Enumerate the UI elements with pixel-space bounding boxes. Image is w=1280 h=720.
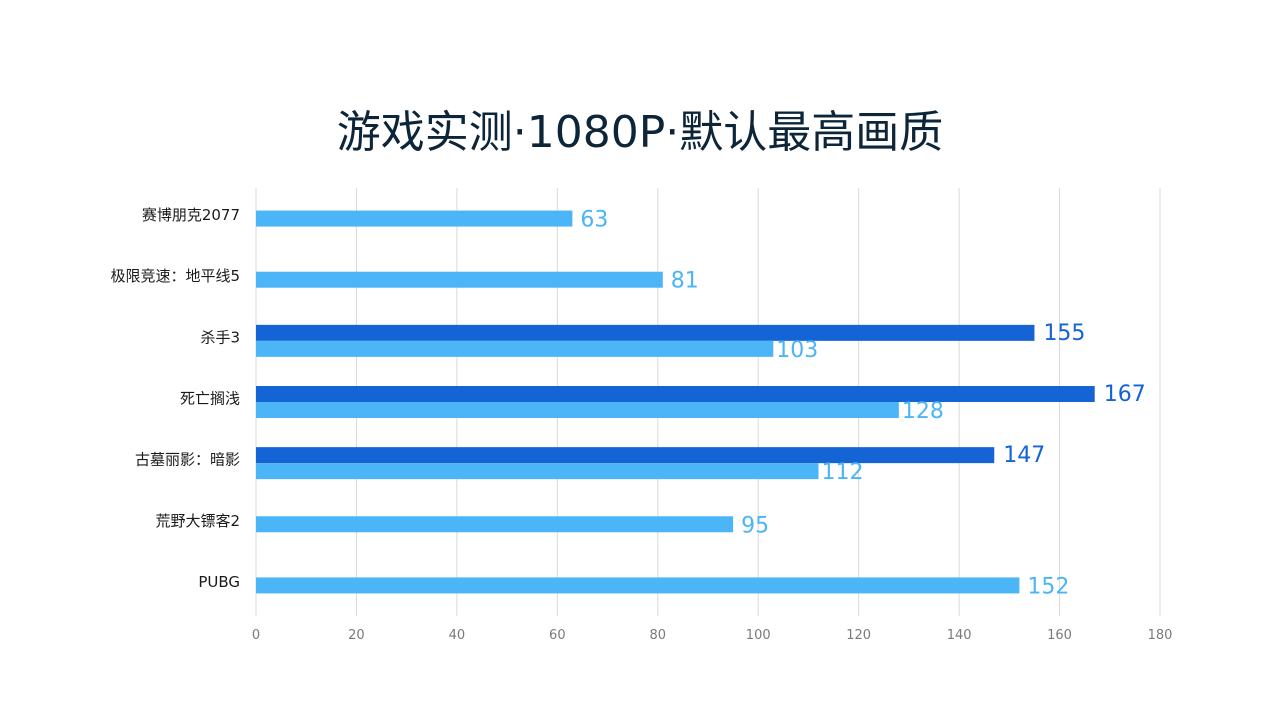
x-tick-label-20: 20 xyxy=(348,628,365,643)
page-title: 游戏实测·1080P·默认最高画质 xyxy=(336,107,944,158)
category-label: 杀手3 xyxy=(200,328,240,346)
x-tick-label-140: 140 xyxy=(947,628,972,643)
x-tick-label-160: 160 xyxy=(1047,628,1072,643)
x-tick-label-80: 80 xyxy=(650,628,667,643)
category-label: 极限竞速：地平线5 xyxy=(110,267,240,285)
x-tick-label-40: 40 xyxy=(449,628,466,643)
x-tick-label-0: 0 xyxy=(252,628,260,643)
x-tick-label-120: 120 xyxy=(846,628,871,643)
data-label-dark: 167 xyxy=(1104,382,1146,407)
category-label: 赛博朋克2077 xyxy=(142,206,240,224)
category-label: 古墓丽影：暗影 xyxy=(135,451,240,469)
x-tick-label-180: 180 xyxy=(1148,628,1173,643)
bar-dark-2 xyxy=(256,324,1035,341)
bar-light-1 xyxy=(256,271,663,288)
x-tick-label-60: 60 xyxy=(549,628,566,643)
bar-light-4 xyxy=(256,463,819,480)
bar-light-2 xyxy=(256,340,774,357)
data-label-light: 81 xyxy=(671,269,699,294)
data-label-light: 103 xyxy=(776,338,818,363)
bar-light-0 xyxy=(256,210,573,227)
data-label-dark: 147 xyxy=(1003,443,1045,468)
bar-light-3 xyxy=(256,402,899,418)
x-tick-label-100: 100 xyxy=(746,628,771,643)
bar-light-5 xyxy=(256,516,734,533)
data-label-dark: 155 xyxy=(1043,321,1085,346)
category-label: 死亡搁浅 xyxy=(180,390,240,408)
category-label: 荒野大镖客2 xyxy=(155,512,240,530)
data-label-light: 63 xyxy=(580,208,608,233)
bar-dark-4 xyxy=(256,447,995,464)
bars xyxy=(256,210,1095,594)
category-label: PUBG xyxy=(198,573,240,591)
data-label-light: 128 xyxy=(902,399,944,424)
data-label-light: 112 xyxy=(821,460,863,485)
data-label-light: 152 xyxy=(1027,574,1069,599)
bar-light-6 xyxy=(256,577,1020,594)
labels: 0 20 40 60 80 100 120 140 160 180 赛博朋克2077 63 极限竞速：地… xyxy=(110,206,1172,643)
bar-dark-3 xyxy=(256,386,1095,402)
data-label-light: 95 xyxy=(741,513,769,538)
